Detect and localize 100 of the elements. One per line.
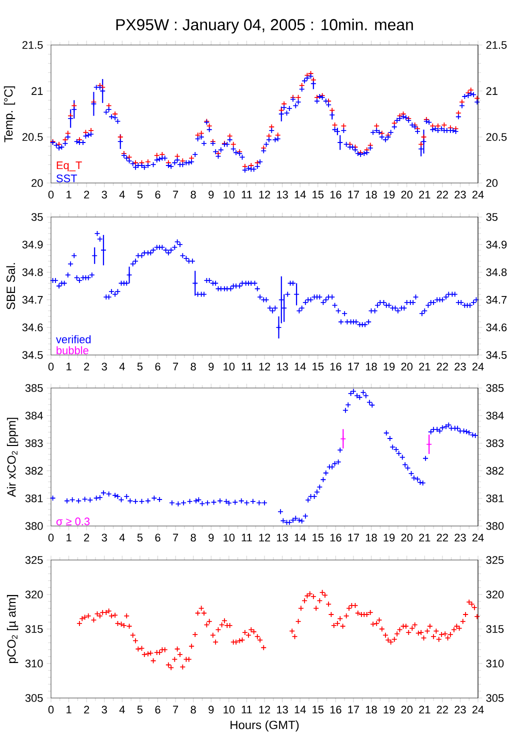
x-tick-label: 7 (173, 706, 178, 714)
x-tick-label: 15 (312, 706, 324, 714)
x-tick-label: 5 (137, 706, 143, 714)
x-tick-label: 23 (454, 534, 466, 542)
y-tick-label: 20 (32, 179, 43, 187)
x-tick-label: 17 (348, 534, 360, 542)
x-tick-label: 15 (312, 534, 324, 542)
x-tick-label: 6 (155, 362, 160, 371)
x-tick-label: 24 (472, 706, 484, 714)
x-tick-label: 22 (436, 706, 448, 714)
x-tick-label: 0 (48, 706, 54, 714)
y-tick-label: 305 (25, 694, 43, 702)
x-tick-label: 9 (208, 362, 214, 371)
x-tick-label: 9 (208, 534, 214, 542)
y-tick-label: 34.7 (22, 296, 43, 304)
x-tick-label: 6 (155, 190, 160, 199)
x-tick-label: 20 (401, 706, 412, 714)
y-axis-title: Air xCO$_{2}$ [ppm] (6, 418, 18, 497)
x-tick-label: 18 (366, 534, 377, 542)
x-tick-label: 19 (384, 190, 395, 199)
x-tick-label: 17 (348, 190, 360, 198)
x-tick-label: 8 (190, 706, 196, 714)
x-tick-label: 22 (436, 534, 448, 542)
y2-tick-label: 34.8 (486, 268, 507, 276)
y-tick-label: 35 (31, 213, 43, 221)
x-tick-label: 21 (419, 190, 430, 198)
x-tick-label: 7 (173, 362, 178, 370)
y2-tick-label: 35 (486, 213, 498, 221)
x-tick-label: 15 (312, 362, 324, 370)
y-tick-label: 20.5 (22, 133, 43, 141)
x-tick-label: 4 (119, 706, 125, 714)
x-tick-label: 21 (419, 534, 430, 542)
x-tick-label: 6 (155, 534, 160, 542)
y-tick-label: 382 (25, 466, 43, 475)
x-tick-label: 13 (277, 706, 288, 714)
x-tick-label: 23 (454, 190, 466, 199)
y2-tick-label: 385 (486, 384, 504, 392)
x-tick-label: 20 (401, 534, 412, 542)
y2-tick-label: 384 (486, 412, 504, 420)
x-tick-label: 9 (208, 190, 214, 199)
x-tick-label: 18 (366, 706, 377, 714)
x-tick-label: 21 (419, 706, 430, 714)
x-tick-label: 20 (401, 190, 412, 199)
x-tick-label: 24 (472, 534, 484, 542)
x-tick-label: 19 (384, 362, 395, 371)
y2-tick-label: 383 (486, 439, 504, 448)
y-tick-label: 310 (25, 660, 43, 668)
x-tick-label: 13 (277, 190, 288, 199)
y2-tick-label: 310 (486, 660, 504, 668)
x-tick-label: 10 (224, 534, 235, 542)
y2-tick-label: 20.5 (486, 133, 507, 141)
x-tick-label: 3 (102, 362, 107, 371)
x-tick-label: 3 (102, 706, 107, 714)
legend-label: bubble (56, 346, 88, 354)
x-tick-label: 13 (277, 362, 288, 371)
x-tick-label: 8 (190, 362, 196, 371)
y-tick-label: 380 (25, 522, 43, 530)
x-tick-label: 24 (472, 190, 484, 198)
x-tick-label: 1 (66, 362, 72, 370)
x-tick-label: 0 (48, 534, 54, 542)
y-tick-label: 34.6 (22, 324, 43, 332)
x-tick-label: 10 (224, 362, 235, 371)
x-tick-label: 18 (366, 190, 377, 199)
x-tick-label: 19 (384, 534, 395, 542)
y-tick-label: 325 (25, 556, 43, 564)
x-tick-label: 5 (137, 362, 143, 370)
x-tick-label: 12 (259, 534, 270, 542)
x-tick-label: 0 (48, 362, 54, 371)
x-tick-label: 2 (84, 706, 90, 714)
y2-tick-label: 305 (486, 694, 504, 702)
x-tick-label: 6 (155, 706, 160, 714)
x-tick-label: 12 (259, 190, 270, 198)
x-tick-label: 3 (102, 534, 107, 542)
x-tick-label: 2 (84, 534, 90, 542)
y2-tick-label: 325 (486, 556, 504, 564)
x-tick-label: 2 (84, 362, 90, 370)
y-tick-label: 34.5 (22, 351, 43, 359)
x-tick-label: 21 (419, 362, 430, 370)
x-tick-label: 23 (454, 706, 466, 714)
x-tick-label: 14 (294, 706, 306, 714)
x-tick-label: 1 (66, 190, 72, 198)
text: σ ≥ 0.3 (56, 518, 90, 526)
x-tick-label: 0 (48, 190, 54, 199)
x-tick-label: 4 (119, 362, 125, 370)
series-label: Eq_T (56, 161, 82, 172)
x-tick-label: 22 (436, 362, 448, 370)
x-tick-label: 16 (330, 362, 342, 371)
y-axis-title: Temp. [°C] (4, 86, 16, 142)
x-tick-label: 11 (242, 706, 252, 714)
y-axis-title: SBE Sal. (6, 263, 16, 310)
x-tick-label: 5 (137, 534, 143, 542)
x-tick-label: 12 (259, 362, 270, 370)
text: verified (56, 335, 91, 344)
x-tick-label: 9 (208, 706, 214, 714)
x-tick-label: 3 (102, 190, 107, 199)
x-tick-label: 19 (384, 706, 395, 714)
y2-tick-label: 382 (486, 466, 504, 475)
y-axis-title: pCO$_{2}$ [µ atm] (6, 595, 18, 664)
x-tick-label: 11 (242, 362, 252, 370)
y-tick-label: 385 (25, 384, 43, 392)
